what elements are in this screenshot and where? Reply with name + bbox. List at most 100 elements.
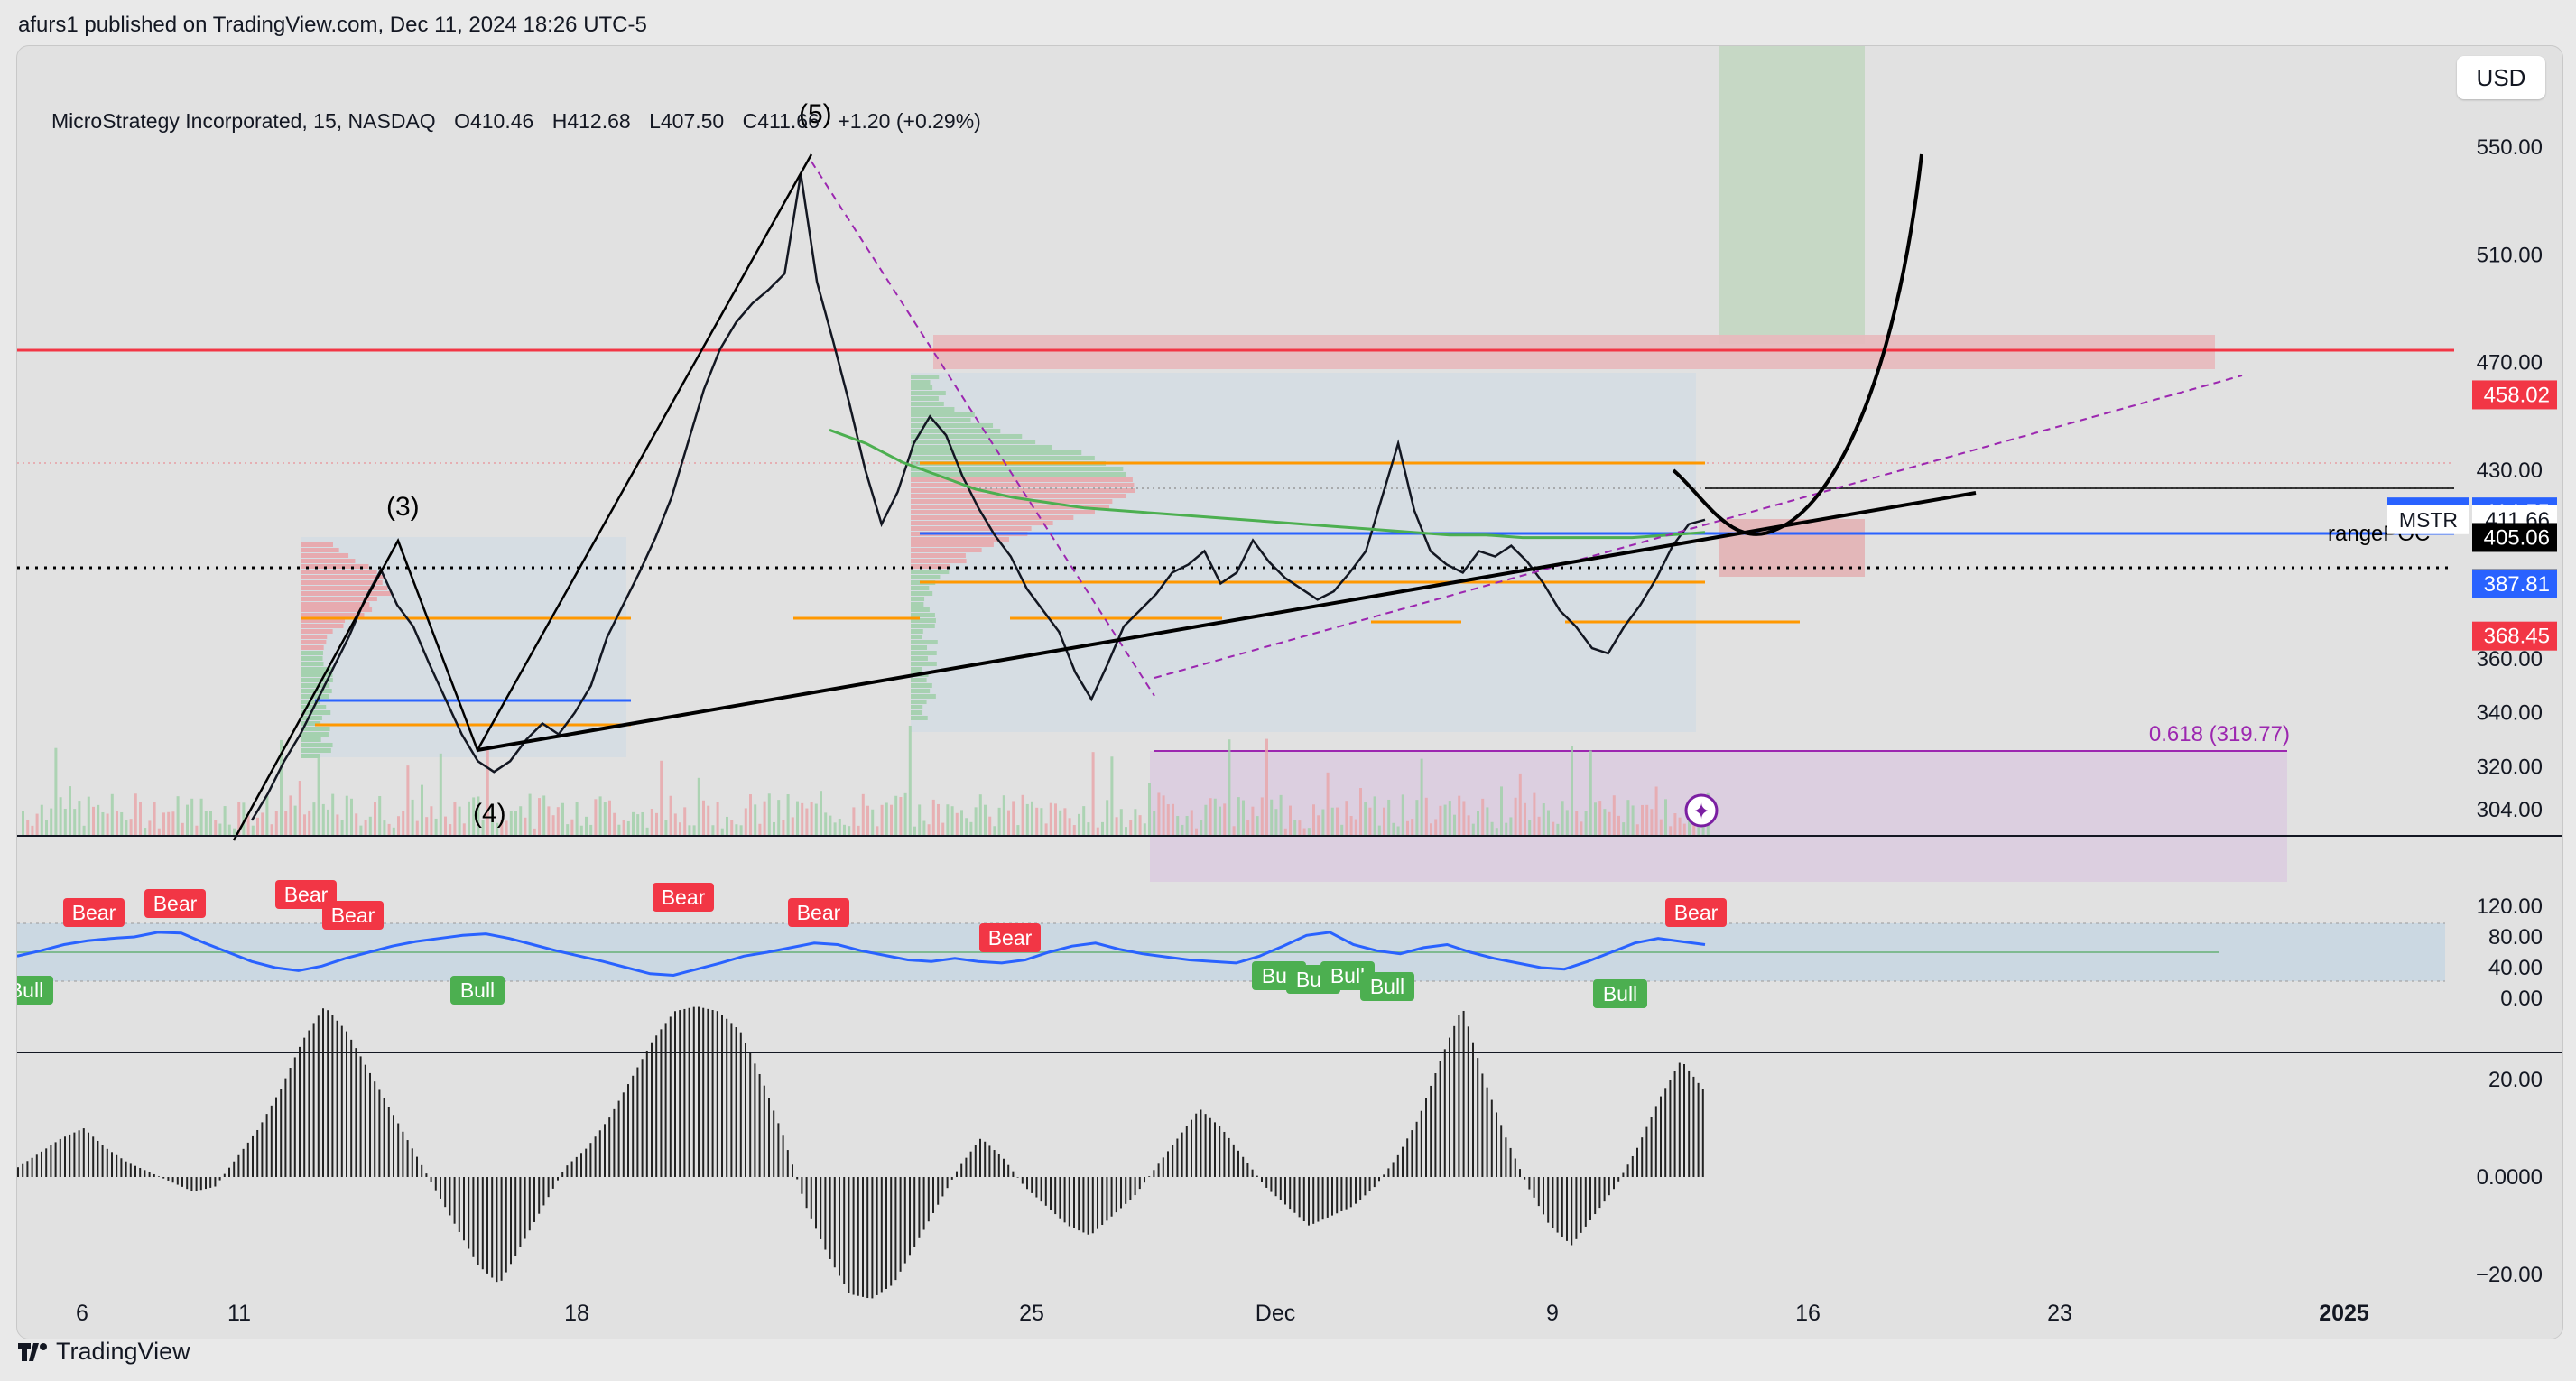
histogram-bar bbox=[979, 1138, 981, 1177]
bull-label: Bull bbox=[1603, 982, 1637, 1006]
histogram-bar bbox=[293, 1057, 296, 1177]
profile-bar bbox=[911, 440, 1036, 444]
histogram-bar bbox=[284, 1078, 287, 1177]
histogram-bar bbox=[1340, 1177, 1343, 1211]
volume-bar bbox=[167, 811, 171, 836]
histogram-bar bbox=[364, 1064, 366, 1177]
profile-bar bbox=[301, 694, 329, 699]
volume-bar bbox=[579, 825, 583, 836]
chart-canvas[interactable]: (3) (4) (5) rangePOC 0.618 (319.77) ✦ Be… bbox=[17, 46, 2562, 1339]
profile-bar bbox=[911, 678, 927, 682]
volume-bar bbox=[773, 821, 775, 836]
volume-bar bbox=[1091, 752, 1095, 836]
volume-bar bbox=[814, 803, 818, 836]
histogram-bar bbox=[406, 1140, 409, 1177]
volume-bar bbox=[359, 825, 363, 836]
profile-bar bbox=[911, 613, 935, 617]
volume-bar bbox=[1547, 810, 1550, 836]
histogram-bar bbox=[918, 1177, 921, 1238]
price-axis[interactable]: 550.00 510.00 470.00 430.00 360.00 340.00 320.… bbox=[2476, 135, 2543, 1287]
volume-bar bbox=[1176, 816, 1180, 836]
profile-bar bbox=[911, 380, 931, 385]
histogram-bar bbox=[1701, 1089, 1704, 1177]
histogram-bar bbox=[580, 1153, 582, 1177]
volume-bar bbox=[280, 739, 283, 836]
profile-bar bbox=[911, 575, 941, 579]
chart-container[interactable]: (3) (4) (5) rangePOC 0.618 (319.77) ✦ Be… bbox=[16, 45, 2563, 1339]
histogram-bar bbox=[692, 1006, 695, 1177]
volume-bar bbox=[1561, 801, 1564, 836]
histogram-bar bbox=[1172, 1145, 1174, 1177]
histogram-bar bbox=[815, 1177, 817, 1229]
volume-bar bbox=[955, 812, 959, 836]
histogram-bar bbox=[1392, 1162, 1395, 1177]
volume-bar bbox=[1565, 810, 1569, 836]
currency-button[interactable]: USD bbox=[2457, 56, 2545, 99]
histogram-bar bbox=[810, 1177, 812, 1219]
volume-bar bbox=[632, 811, 635, 836]
histogram-bar bbox=[1603, 1177, 1606, 1202]
histogram-bar bbox=[1453, 1025, 1456, 1177]
volume-bar bbox=[1321, 809, 1325, 836]
volume-bar bbox=[603, 802, 607, 836]
histogram-bar bbox=[31, 1157, 33, 1177]
volume-bar bbox=[1148, 783, 1151, 836]
volume-bar bbox=[679, 822, 681, 836]
time-axis[interactable]: 6 11 18 25 Dec 9 16 23 2025 bbox=[76, 1301, 2369, 1326]
volume-bar bbox=[1528, 820, 1532, 836]
x-tick-label: 11 bbox=[227, 1301, 251, 1326]
ohlc-open: O410.46 bbox=[454, 109, 534, 133]
elliott-wave-lines bbox=[232, 153, 813, 841]
profile-bar bbox=[911, 689, 931, 693]
fib-label: 0.618 (319.77) bbox=[2149, 722, 2290, 746]
profile-bar bbox=[301, 640, 327, 644]
volume-bar bbox=[1411, 819, 1414, 836]
fib-zone bbox=[1150, 751, 2287, 882]
histogram-bar bbox=[1003, 1158, 1005, 1177]
histogram-bar bbox=[308, 1030, 310, 1177]
volume-bar bbox=[392, 827, 395, 836]
volume-bar bbox=[988, 816, 992, 836]
event-marker[interactable] bbox=[1684, 793, 1719, 828]
volume-bar bbox=[1589, 750, 1592, 836]
histogram-bar bbox=[604, 1124, 606, 1177]
histogram-bar bbox=[894, 1177, 897, 1281]
volume-bar bbox=[1377, 825, 1381, 836]
profile-bar bbox=[911, 412, 975, 417]
tradingview-logo[interactable]: TradingView bbox=[18, 1338, 190, 1366]
volume-bar bbox=[1594, 802, 1597, 836]
volume-bar bbox=[336, 814, 339, 836]
volume-bar bbox=[481, 820, 485, 836]
histogram-bar bbox=[1345, 1177, 1348, 1210]
profile-bar bbox=[911, 607, 930, 612]
badge-box bbox=[2472, 569, 2557, 598]
volume-bar bbox=[256, 817, 259, 836]
histogram-bar bbox=[1378, 1177, 1380, 1182]
tv-logo-icon bbox=[18, 1342, 47, 1361]
histogram-bar bbox=[453, 1177, 456, 1224]
histogram-bar bbox=[745, 1043, 746, 1177]
volume-bar bbox=[918, 804, 922, 836]
histogram-bar bbox=[824, 1177, 827, 1250]
volume-bar bbox=[1654, 786, 1658, 836]
histogram-bar bbox=[327, 1010, 329, 1177]
histogram-bar bbox=[839, 1177, 840, 1276]
volume-bar bbox=[950, 806, 954, 836]
histogram-bar bbox=[1274, 1177, 1277, 1197]
ohlc-high: H412.68 bbox=[551, 109, 631, 133]
volume-bar bbox=[293, 805, 297, 836]
histogram-bar bbox=[876, 1177, 878, 1295]
histogram-bar bbox=[1228, 1137, 1230, 1177]
histogram-bar bbox=[299, 1046, 301, 1177]
profile-bar bbox=[301, 553, 349, 558]
footer-brand: TradingView bbox=[56, 1338, 190, 1365]
histogram-bar bbox=[402, 1131, 404, 1177]
histogram-bar bbox=[1683, 1064, 1685, 1177]
histogram-bar bbox=[1181, 1132, 1183, 1177]
profile-bar bbox=[911, 651, 937, 655]
volume-bar bbox=[570, 819, 574, 836]
histogram-bar bbox=[974, 1145, 977, 1177]
volume-bar bbox=[223, 806, 227, 836]
histogram-bar bbox=[1406, 1138, 1409, 1177]
volume-bar bbox=[40, 804, 43, 836]
